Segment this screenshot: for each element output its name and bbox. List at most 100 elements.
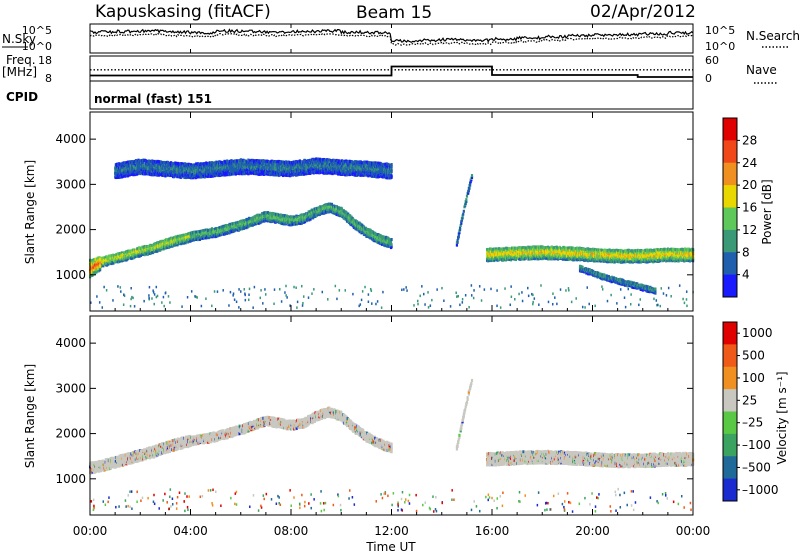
echo-cell xyxy=(120,166,123,170)
echo-cell xyxy=(124,163,127,167)
noise-search-label: N.Search xyxy=(746,29,800,43)
echo-cell xyxy=(116,260,119,264)
freq-line xyxy=(90,65,693,78)
echo-cell xyxy=(284,220,287,224)
echo-cell xyxy=(127,251,130,255)
echo-cell xyxy=(233,229,236,233)
echo-cell xyxy=(182,236,185,240)
noise-left-tick-top: 10^5 xyxy=(22,24,52,37)
freq-right-tick-top: 60 xyxy=(705,54,719,67)
echo-cell xyxy=(300,213,303,217)
echo-cell xyxy=(209,235,212,239)
echo-cell xyxy=(348,215,351,219)
echo-cell xyxy=(151,159,154,163)
echo-cell xyxy=(112,261,115,265)
echo-cell xyxy=(347,212,350,216)
echo-cell xyxy=(134,249,138,253)
echo-cell xyxy=(119,259,122,263)
echo-cell xyxy=(166,246,169,250)
echo-cell xyxy=(122,253,125,257)
echo-cell xyxy=(338,209,341,213)
echo-cell xyxy=(222,227,225,231)
echo-cell xyxy=(193,230,196,234)
echo-cell xyxy=(298,216,301,220)
echo-cell xyxy=(348,220,351,224)
echo-cell xyxy=(387,244,390,248)
echo-cell xyxy=(106,261,109,265)
echo-cell xyxy=(124,161,127,165)
echo-cell xyxy=(194,234,197,238)
echo-cell xyxy=(110,257,114,261)
cpid-panel-frame xyxy=(89,80,694,110)
noise-right-tick-bottom: 10^0 xyxy=(705,40,735,53)
echo-cell xyxy=(328,158,331,162)
echo-cell xyxy=(366,234,369,238)
echo-cell xyxy=(139,247,142,251)
echo-cell xyxy=(384,244,388,248)
echo-cell xyxy=(337,211,340,215)
echo-cell xyxy=(235,221,238,225)
echo-cell xyxy=(146,169,149,173)
echo-cell xyxy=(121,251,124,255)
echo-cell xyxy=(142,249,145,253)
power-echoes xyxy=(89,157,695,309)
echo-cell xyxy=(381,242,384,246)
echo-cell xyxy=(116,252,119,256)
echo-cell xyxy=(248,216,251,220)
echo-cell xyxy=(140,168,143,172)
echo-cell xyxy=(332,207,335,211)
echo-cell xyxy=(132,165,136,169)
echo-cell xyxy=(291,222,295,226)
echo-cell xyxy=(330,202,334,206)
echo-cell xyxy=(107,262,110,266)
echo-cell xyxy=(200,231,203,235)
freq-label-1: Freq. xyxy=(6,53,36,67)
echo-cell xyxy=(134,168,138,172)
echo-cell xyxy=(258,219,261,223)
echo-cell xyxy=(116,258,119,262)
echo-cell xyxy=(132,173,135,177)
echo-cell xyxy=(291,215,294,219)
echo-cell xyxy=(242,219,245,223)
echo-cell xyxy=(266,211,269,215)
echo-cell xyxy=(115,253,118,257)
echo-cell xyxy=(147,251,150,255)
echo-cell xyxy=(125,161,128,165)
echo-cell xyxy=(274,220,278,224)
echo-cell xyxy=(223,229,226,233)
echo-cell xyxy=(187,234,190,238)
echo-cell xyxy=(347,214,350,218)
echo-cell xyxy=(340,207,344,211)
echo-cell xyxy=(205,228,209,232)
echo-cell xyxy=(257,221,261,225)
echo-cell xyxy=(121,167,124,171)
echo-cell xyxy=(244,224,247,228)
echo-cell xyxy=(362,225,366,229)
echo-cell xyxy=(293,215,296,219)
freq-label-2: [MHz] xyxy=(2,65,37,79)
echo-cell xyxy=(264,216,267,220)
echo-cell xyxy=(151,251,155,255)
echo-cell xyxy=(295,222,298,226)
echo-cell xyxy=(213,227,217,231)
echo-cell xyxy=(121,172,124,176)
echo-cell xyxy=(132,248,136,252)
echo-cell xyxy=(355,226,359,230)
echo-cell xyxy=(114,173,117,177)
echo-cell xyxy=(390,243,393,247)
echo-cell xyxy=(336,210,339,214)
echo-cell xyxy=(343,215,346,219)
echo-cell xyxy=(100,261,104,265)
echo-cell xyxy=(219,226,222,230)
echo-cell xyxy=(121,170,124,174)
echo-cell xyxy=(185,237,188,241)
echo-cell xyxy=(362,230,365,234)
echo-cell xyxy=(127,170,130,174)
echo-cell xyxy=(269,217,273,221)
station-title: Kapuskasing (fitACF) xyxy=(95,2,271,22)
echo-cell xyxy=(390,237,393,241)
date-title: 02/Apr/2012 xyxy=(590,2,696,22)
echo-cell xyxy=(247,218,251,222)
